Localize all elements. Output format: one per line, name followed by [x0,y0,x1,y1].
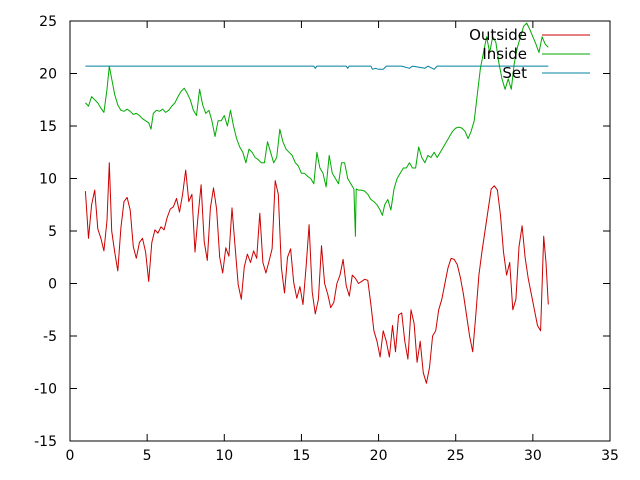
series-line-set [85,65,549,70]
series-line-inside [85,22,549,237]
series-line-outside [84,162,549,384]
legend-label-outside: Outside [469,26,527,44]
y-tick-label: 25 [39,14,57,30]
y-tick-label: 20 [39,67,57,83]
x-tick-label: 20 [370,448,388,464]
legend-label-set: Set [502,64,527,82]
x-tick-label: 35 [601,448,619,464]
y-tick-label: 5 [48,224,57,240]
y-tick-label: 10 [39,172,57,188]
x-tick-label: 25 [447,448,465,464]
y-tick-label: -5 [43,329,57,345]
legend-label-inside: Inside [482,45,527,63]
x-tick-label: 5 [143,448,152,464]
y-tick-label: -10 [34,382,57,398]
y-tick-label: 15 [39,119,57,135]
axis-tick-labels: 0 5 10 15 20 25 30 35 -15 -10 -5 0 5 10 15 20 25 [34,14,619,464]
x-tick-label: 15 [293,448,311,464]
y-tick-label: 0 [48,277,57,293]
x-tick-label: 10 [215,448,233,464]
axis-ticks [69,20,611,442]
plot-lines [84,22,549,384]
y-tick-label: -15 [34,434,57,450]
x-tick-label: 0 [66,448,75,464]
x-tick-label: 30 [524,448,542,464]
